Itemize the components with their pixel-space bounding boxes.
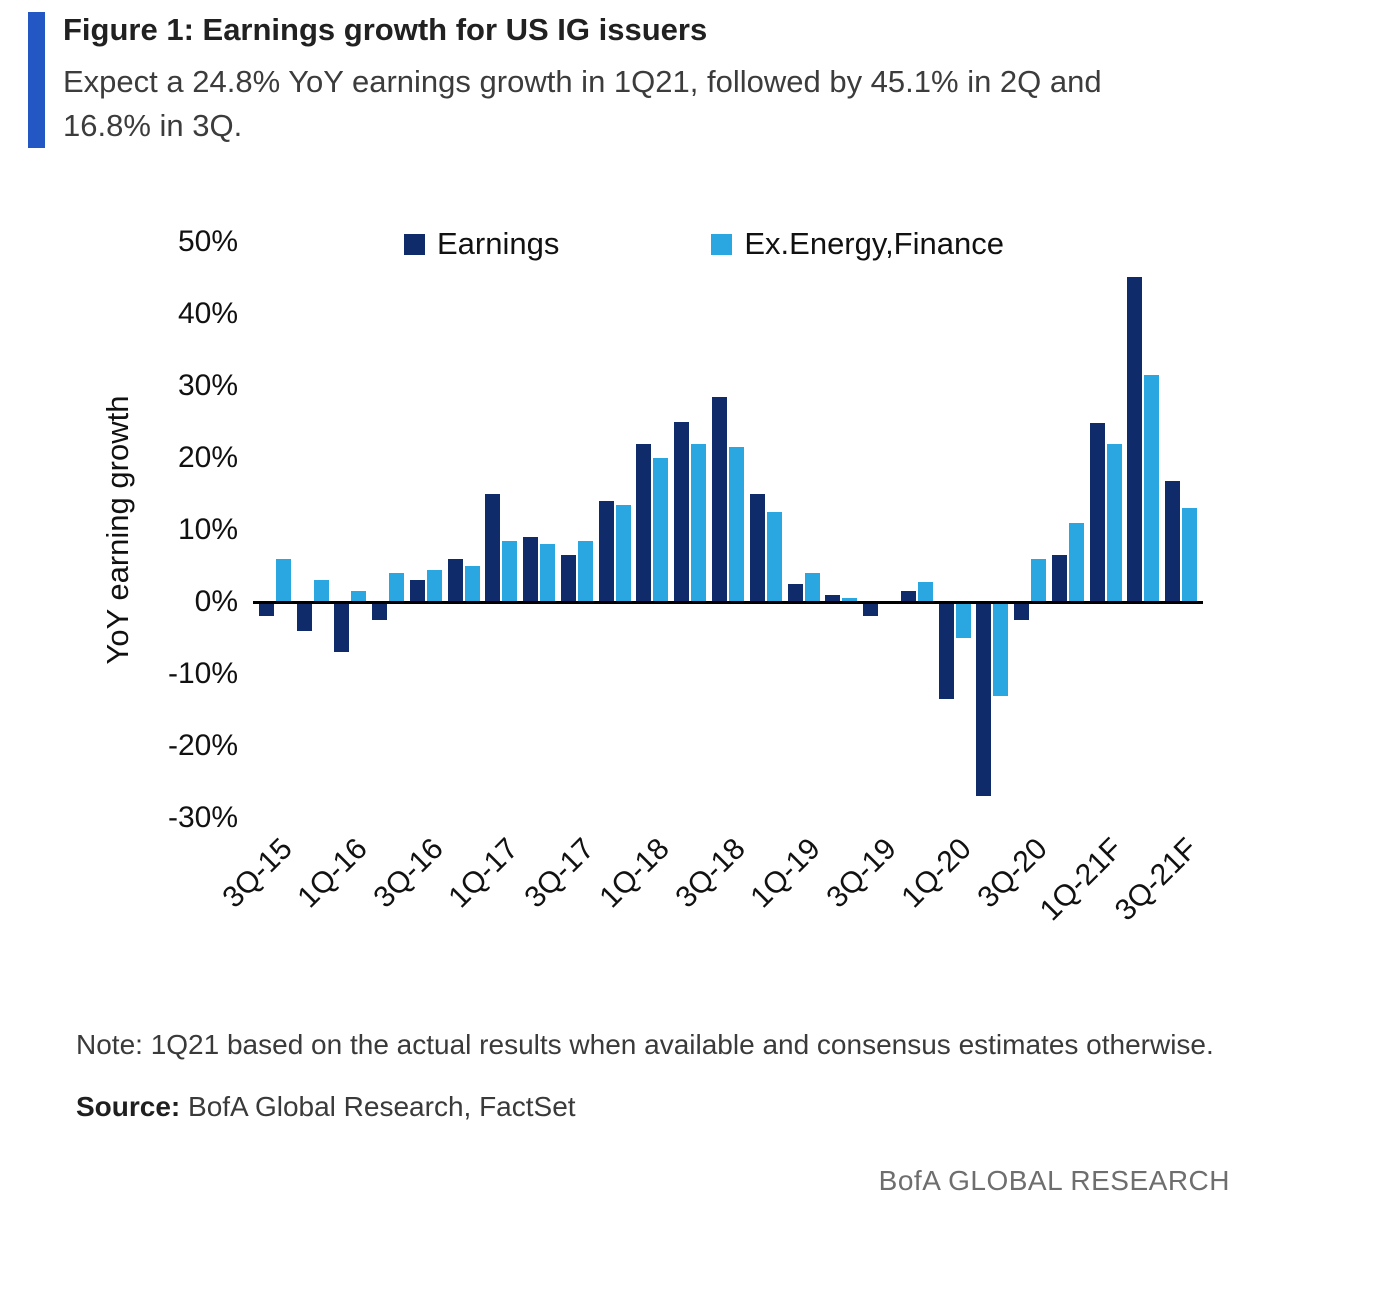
y-tick-label: 50%: [177, 225, 238, 259]
source-line: Source: BofA Global Research, FactSet: [76, 1091, 1390, 1123]
legend-item-earnings: Earnings: [404, 226, 559, 262]
bar-earnings: [1014, 602, 1030, 621]
y-tick-label: -10%: [167, 657, 238, 691]
x-tick-label: 3Q-18: [669, 832, 752, 915]
legend-swatch-earnings-icon: [404, 233, 425, 255]
bar-ex-energy-finance: [540, 544, 556, 603]
legend-item-ex-energy-finance: Ex.Energy,Finance: [711, 226, 1004, 262]
note-text: Note: 1Q21 based on the actual results w…: [76, 1029, 1214, 1061]
bar-earnings: [749, 494, 765, 603]
y-tick-label: 40%: [177, 297, 238, 331]
bar-ex-energy-finance: [804, 573, 820, 603]
bar-ex-energy-finance: [691, 443, 707, 603]
bar-earnings: [258, 602, 274, 617]
x-tick-label: 3Q-15: [215, 832, 299, 915]
bar-earnings: [1127, 277, 1143, 603]
accent-bar: [28, 12, 45, 149]
x-tick-label: 3Q-19: [820, 832, 903, 915]
x-tick-label: 3Q-17: [518, 832, 601, 915]
bar-earnings: [409, 580, 425, 603]
bar-ex-energy-finance: [1144, 375, 1160, 603]
figure-header: Figure 1: Earnings growth for US IG issu…: [28, 12, 1390, 149]
y-tick-label: 0%: [194, 585, 238, 619]
bar-earnings: [1165, 481, 1181, 603]
x-tick-label: 1Q-16: [291, 832, 374, 915]
figure-title: Figure 1: Earnings growth for US IG issu…: [63, 12, 708, 47]
bar-earnings: [1051, 555, 1067, 603]
y-axis-title: YoY earning growth: [100, 395, 135, 665]
y-tick-label: -30%: [167, 801, 238, 835]
x-tick-label: 1Q-20: [895, 832, 978, 915]
y-tick-label: 20%: [177, 441, 238, 475]
bar-ex-energy-finance: [577, 540, 593, 603]
bar-ex-energy-finance: [1182, 508, 1198, 603]
source-text: BofA Global Research, FactSet: [188, 1091, 576, 1123]
bar-earnings: [938, 602, 954, 700]
y-tick-label: 10%: [177, 513, 238, 547]
bar-ex-energy-finance: [351, 591, 367, 603]
bar-earnings: [598, 501, 614, 603]
bar-ex-energy-finance: [502, 540, 518, 603]
legend-label-earnings: Earnings: [437, 226, 560, 262]
bar-earnings: [787, 584, 803, 603]
legend-label-ex-energy-finance: Ex.Energy,Finance: [744, 226, 1004, 262]
bar-ex-energy-finance: [313, 580, 329, 603]
footer-brand: BofA GLOBAL RESEARCH: [878, 1165, 1230, 1197]
x-tick-label: 1Q-21F: [1033, 832, 1129, 928]
figure-subtitle: Expect a 24.8% YoY earnings growth in 1Q…: [63, 64, 1102, 144]
x-tick-label: 1Q-17: [442, 832, 525, 915]
bar-earnings: [863, 602, 879, 617]
bar-earnings: [485, 494, 501, 603]
bar-ex-energy-finance: [1031, 558, 1047, 603]
source-label: Source:: [76, 1091, 181, 1123]
bar-ex-energy-finance: [653, 458, 669, 603]
bar-ex-energy-finance: [955, 602, 971, 639]
bar-ex-energy-finance: [389, 573, 405, 603]
x-tick-label: 3Q-21F: [1109, 832, 1205, 928]
legend-swatch-ex-energy-finance-icon: [711, 233, 733, 255]
bar-earnings: [674, 422, 690, 603]
bar-ex-energy-finance: [615, 504, 631, 603]
bar-ex-energy-finance: [426, 569, 442, 603]
x-tick-label: 3Q-16: [366, 832, 450, 915]
y-tick-label: 30%: [177, 369, 238, 403]
bar-earnings: [523, 537, 539, 603]
bar-ex-energy-finance: [766, 512, 782, 603]
bar-earnings: [372, 602, 388, 621]
bar-ex-energy-finance: [917, 581, 933, 603]
bar-earnings: [900, 591, 916, 603]
chart-legend: Earnings Ex.Energy,Finance: [404, 226, 1004, 262]
bar-earnings: [1089, 423, 1105, 603]
x-tick-label: 1Q-19: [744, 832, 827, 915]
bar-earnings: [825, 594, 841, 603]
bar-earnings: [334, 602, 350, 653]
bar-earnings: [296, 602, 312, 631]
bar-earnings: [976, 602, 992, 797]
bar-ex-energy-finance: [464, 566, 480, 603]
zero-axis-line: [253, 600, 1203, 604]
bar-ex-energy-finance: [275, 558, 291, 603]
bar-ex-energy-finance: [993, 602, 1009, 696]
bar-ex-energy-finance: [729, 447, 744, 603]
y-tick-label: -20%: [167, 729, 238, 763]
bar-ex-energy-finance: [1106, 443, 1122, 603]
bar-earnings: [447, 558, 463, 603]
bar-ex-energy-finance: [842, 598, 858, 603]
bar-earnings: [636, 443, 652, 603]
chart: YoY earning growth Earnings Ex.Energy,Fi…: [0, 220, 1390, 965]
bar-earnings: [712, 396, 727, 603]
x-tick-label: 1Q-18: [593, 832, 676, 915]
plot-area: Earnings Ex.Energy,Finance 50% 40% 30% 20% 1…: [168, 225, 1205, 927]
bar-ex-energy-finance: [1068, 522, 1084, 603]
header-text: Figure 1: Earnings growth for US IG issu…: [63, 12, 1123, 148]
bar-earnings: [560, 555, 576, 603]
